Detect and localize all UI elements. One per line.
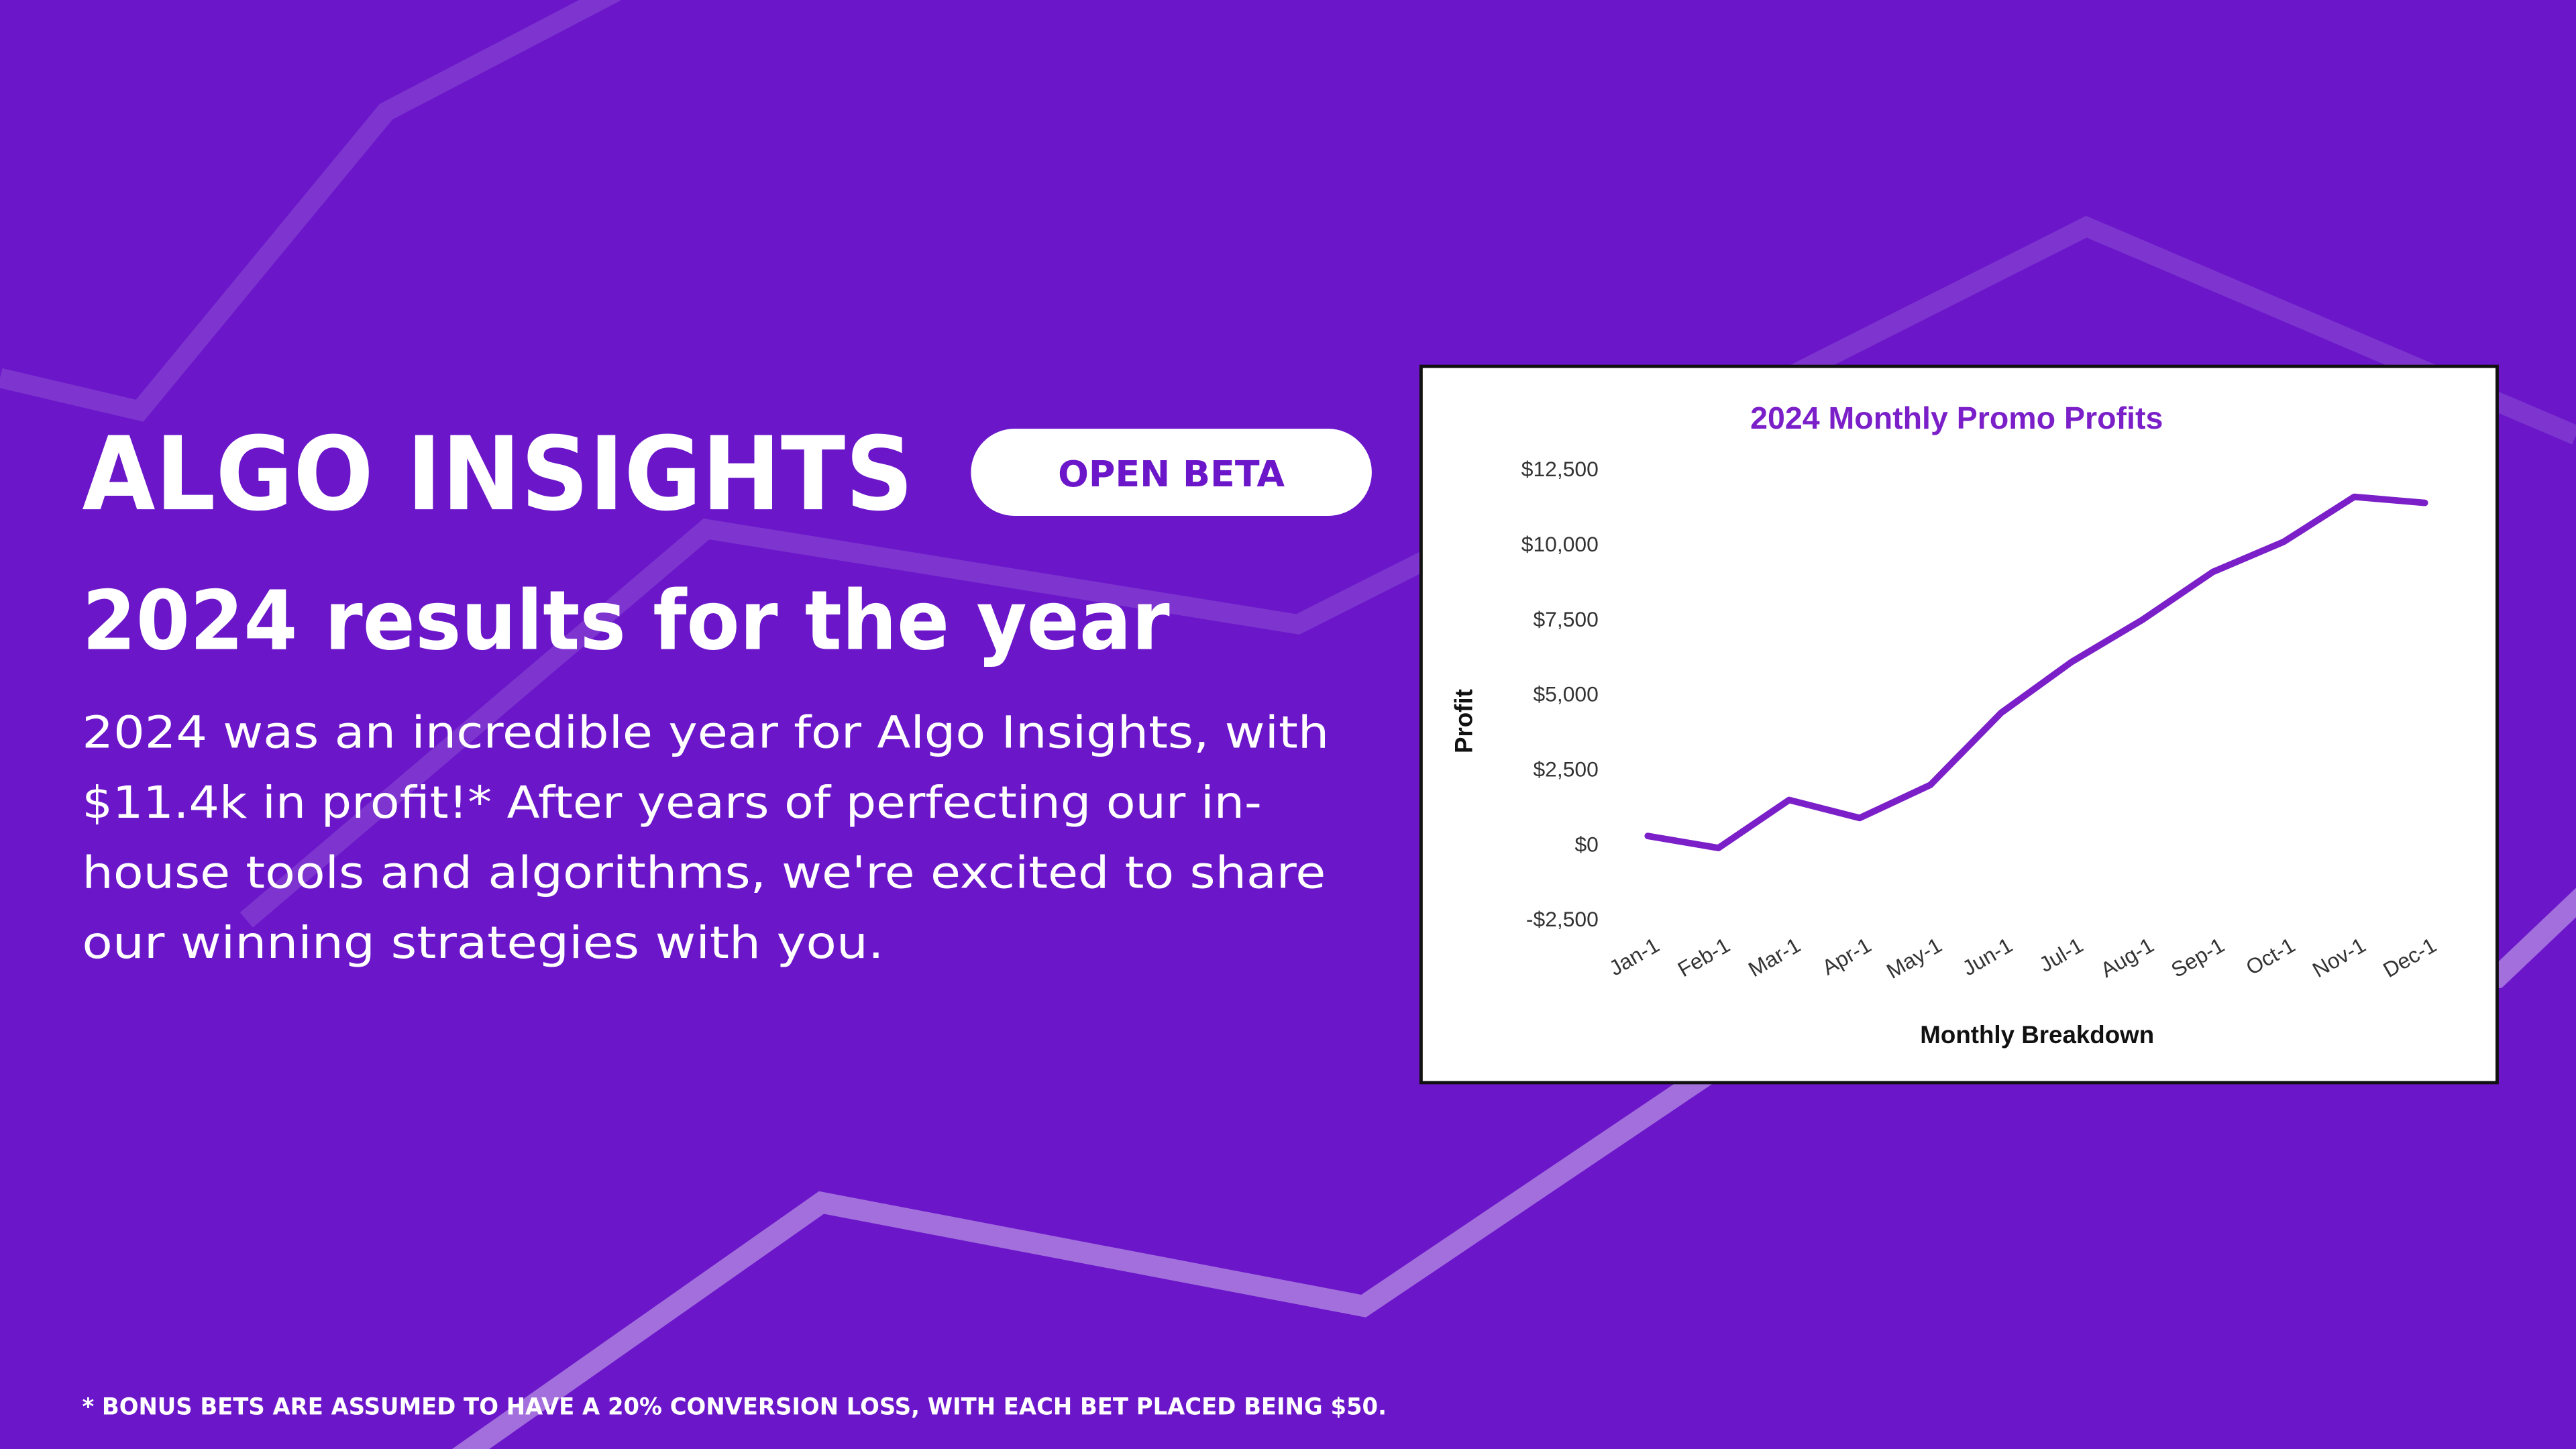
chart-frame — [1419, 364, 2499, 1085]
body-line: 2024 was an incredible year for Algo Ins… — [82, 706, 1329, 758]
chart-title: 2024 Monthly Promo Profits — [1750, 400, 2163, 435]
brand: ALGO INSIGHTS — [82, 415, 913, 533]
series-line — [1644, 493, 2428, 851]
y-tick-label: $12,500 — [1521, 457, 1599, 481]
decor-line — [0, 0, 621, 422]
body-line: our winning strategies with you. — [82, 917, 883, 969]
y-tick-label: -$2,500 — [1526, 907, 1599, 931]
y-tick-label: $10,000 — [1521, 532, 1599, 556]
body-line: $11.4k in profit!* After years of perfec… — [82, 777, 1261, 828]
decor-line — [239, 215, 2576, 928]
badge — [971, 429, 1372, 516]
y-tick-label: $7,500 — [1533, 607, 1598, 631]
body-line: house tools and algorithms, we're excite… — [82, 847, 1326, 898]
x-axis-title: Monthly Breakdown — [1920, 1021, 2154, 1049]
y-tick-label: $5,000 — [1533, 682, 1598, 706]
footnote: * BONUS BETS ARE ASSUMED TO HAVE A 20% C… — [82, 1394, 1386, 1421]
y-tick-label: $2,500 — [1533, 757, 1598, 782]
decor-line — [451, 888, 2576, 1449]
headline: 2024 results for the year — [82, 572, 1170, 668]
body-text: 2024 was an incredible year for Algo Ins… — [82, 706, 1329, 969]
badge-text: OPEN BETA — [1058, 453, 1285, 495]
chart: 2024 Monthly Promo Profits Monthly Break… — [1419, 364, 2499, 1085]
y-axis-title: Profit — [1450, 689, 1477, 753]
y-tick-label: $0 — [1574, 832, 1598, 856]
